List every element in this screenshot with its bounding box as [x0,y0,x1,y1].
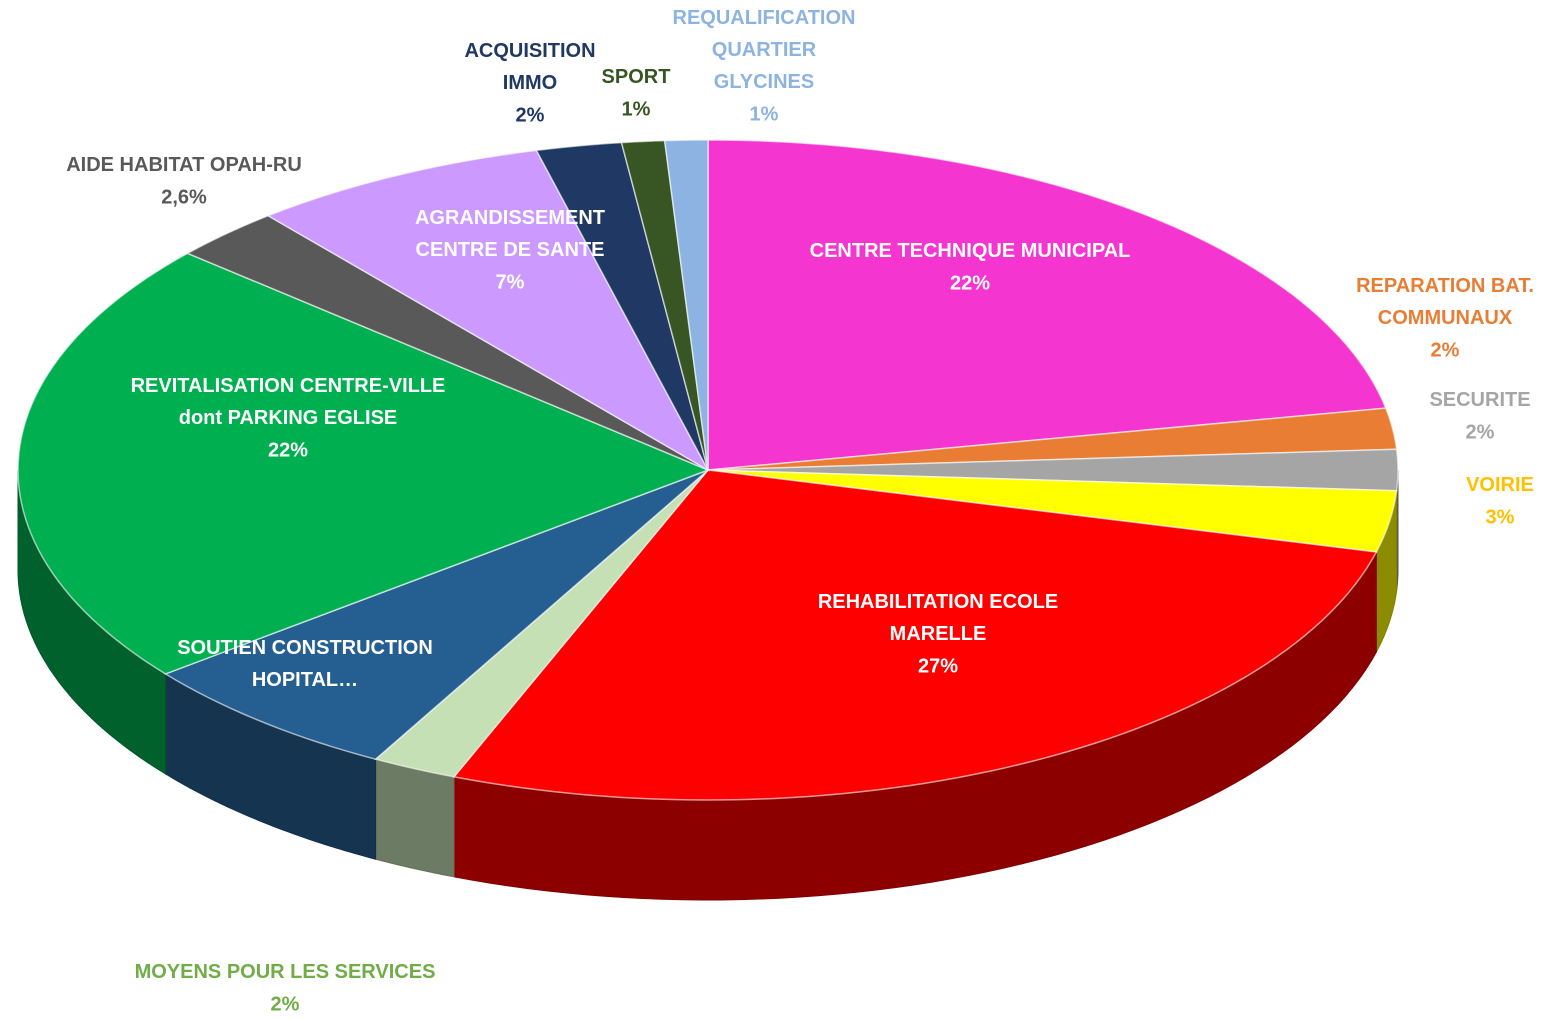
slice [185,214,709,471]
label-line: MOYENS POUR LES SERVICES [135,961,436,983]
label-line: CENTRE DE SANTE [416,239,605,261]
slice [535,141,709,471]
slice-label: VOIRIE [1466,474,1534,496]
label-line: SOUTIEN CONSTRUCTION [177,637,433,659]
labels: CENTRE TECHNIQUE MUNICIPAL 22% REPARATION … [66,7,1534,1015]
sides [17,469,1399,901]
slice-label: AGRANDISSEMENT CENTRE DE SANTE [415,207,605,261]
label-line: MARELLE [890,623,987,645]
label-line: REQUALIFICATION [673,7,856,29]
value-label: 7% [496,271,525,293]
label-line: QUARTIER [712,39,817,61]
slice-label: AIDE HABITAT OPAH-RU [66,154,302,176]
value-label: 27% [918,655,958,677]
label-line: REVITALISATION CENTRE-VILLE [131,375,446,397]
label-line: CENTRE TECHNIQUE MUNICIPAL [810,240,1131,262]
label-line: AIDE HABITAT OPAH-RU [66,154,302,176]
label-line: REPARATION BAT. [1356,275,1534,297]
slice-label: REQUALIFICATION QUARTIER GLYCINES [673,7,856,93]
slice-label: SECURITE [1429,389,1530,411]
slice [266,149,710,472]
value-label: 2% [271,993,300,1015]
tops [17,139,1399,801]
label-line: ACQUISITION [464,40,595,62]
label-line: IMMO [503,72,557,94]
slice-label: REHABILITATION ECOLE MARELLE [818,591,1058,645]
slice-label: MOYENS POUR LES SERVICES [135,961,436,983]
slice-label: SPORT [602,66,671,88]
slice-side [375,758,455,878]
slice [707,448,1399,492]
label-line: dont PARKING EGLISE [179,407,398,429]
slice-label: CENTRE TECHNIQUE MUNICIPAL [810,240,1131,262]
value-label: 22% [950,272,990,294]
label-line: REHABILITATION ECOLE [818,591,1058,613]
value-label: 22% [268,439,308,461]
slice [707,407,1398,471]
slice [452,469,1378,801]
value-label: 1% [622,98,651,120]
slice [374,469,709,778]
label-line: COMMUNAUX [1378,307,1513,329]
slice-label: SOUTIEN CONSTRUCTION HOPITAL… [177,637,433,691]
slice [707,139,1387,471]
slice-label: ACQUISITION IMMO [464,40,595,94]
label-line: HOPITAL… [252,669,358,691]
value-label: 2% [516,104,545,126]
slice-label: REPARATION BAT. COMMUNAUX [1356,275,1534,329]
slice-label: REVITALISATION CENTRE-VILLE dont PARKING … [131,375,446,429]
label-line: GLYCINES [714,71,814,93]
slice [663,139,709,471]
label-line: AGRANDISSEMENT [415,207,605,229]
label-line: VOIRIE [1466,474,1534,496]
value-label: 2,6% [161,186,207,208]
value-label: 2% [1431,339,1460,361]
label-line: SECURITE [1429,389,1530,411]
value-label: 2% [1466,421,1495,443]
value-label: 1% [750,103,779,125]
slice [17,252,711,675]
label-line: SPORT [602,66,671,88]
slice [163,469,709,761]
value-label: 3% [1486,506,1515,528]
